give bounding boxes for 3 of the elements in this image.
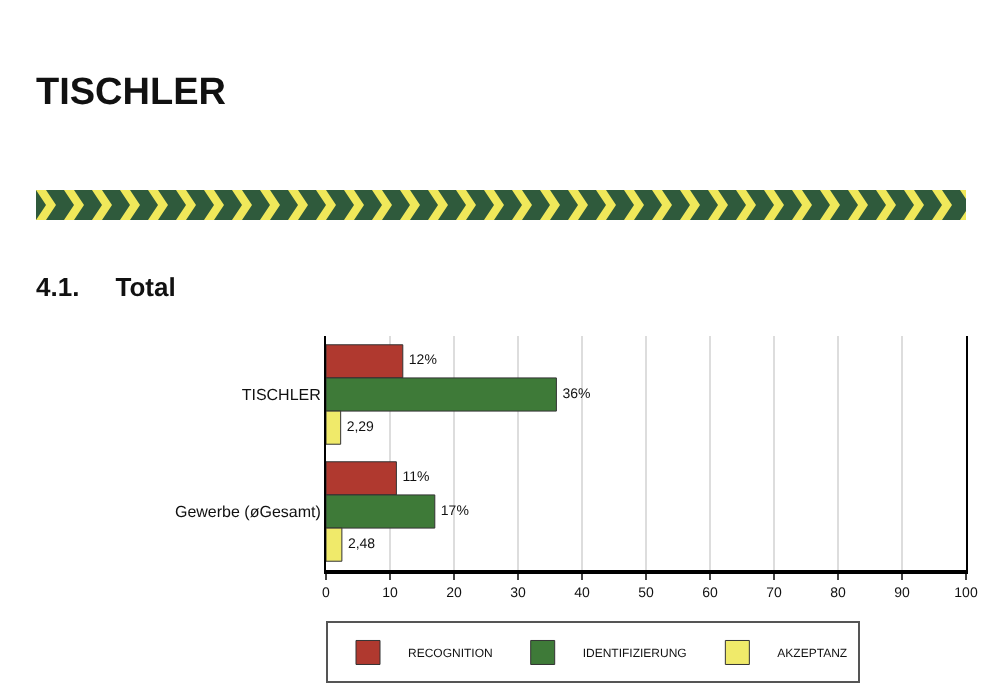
text: 4.1. Total [36,272,176,302]
chart-title: TISCHLER [36,72,226,116]
y-tick-label: Gewerbe (øGesamt) [174,503,322,522]
